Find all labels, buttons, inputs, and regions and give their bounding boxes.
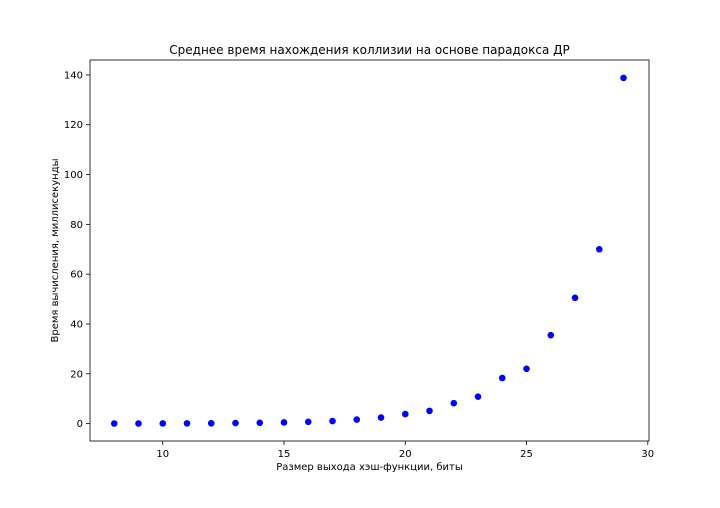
- data-point: [329, 417, 336, 425]
- data-point: [377, 414, 385, 421]
- chart-title: Среднее время нахождения коллизии на осн…: [169, 43, 569, 57]
- data-point: [183, 420, 191, 427]
- data-point: [426, 407, 433, 415]
- plot-background: [90, 60, 649, 441]
- x-axis-label: Размер выхода хэш-функции, биты: [276, 462, 463, 473]
- data-point: [620, 74, 627, 82]
- y-tick-label: 60: [70, 270, 83, 281]
- x-tick-label: 25: [520, 449, 533, 460]
- data-point: [110, 420, 118, 427]
- y-tick-label: 80: [70, 220, 83, 231]
- x-tick-label: 30: [641, 449, 654, 460]
- x-tick-label: 10: [156, 449, 169, 460]
- data-point: [207, 419, 215, 427]
- x-tick-label: 15: [278, 449, 291, 460]
- data-point: [159, 420, 167, 427]
- axis-ticks: 10 15 20 25 30 0 20 40 60 80 100 120 140: [64, 70, 654, 460]
- data-points: [110, 74, 627, 427]
- data-point: [523, 365, 530, 373]
- y-tick-label: 140: [64, 70, 83, 81]
- data-point: [474, 393, 482, 400]
- y-tick-label: 40: [70, 319, 83, 330]
- data-point: [401, 410, 409, 418]
- data-point: [232, 419, 239, 427]
- data-point: [304, 418, 312, 426]
- data-point: [353, 416, 361, 423]
- data-point: [571, 294, 579, 302]
- y-axis-label: Время вычисления, миллисекунды: [50, 158, 61, 342]
- data-point: [498, 374, 506, 382]
- y-tick-label: 100: [64, 170, 83, 181]
- plot-frame: [89, 59, 650, 442]
- data-point: [280, 419, 288, 426]
- data-point: [135, 420, 142, 427]
- data-point: [595, 245, 603, 253]
- data-point: [547, 331, 555, 339]
- y-tick-label: 120: [64, 120, 83, 131]
- y-tick-label: 20: [70, 369, 83, 380]
- data-point: [450, 399, 458, 407]
- y-tick-label: 0: [77, 419, 83, 430]
- data-point: [256, 419, 264, 427]
- x-tick-label: 20: [399, 449, 412, 460]
